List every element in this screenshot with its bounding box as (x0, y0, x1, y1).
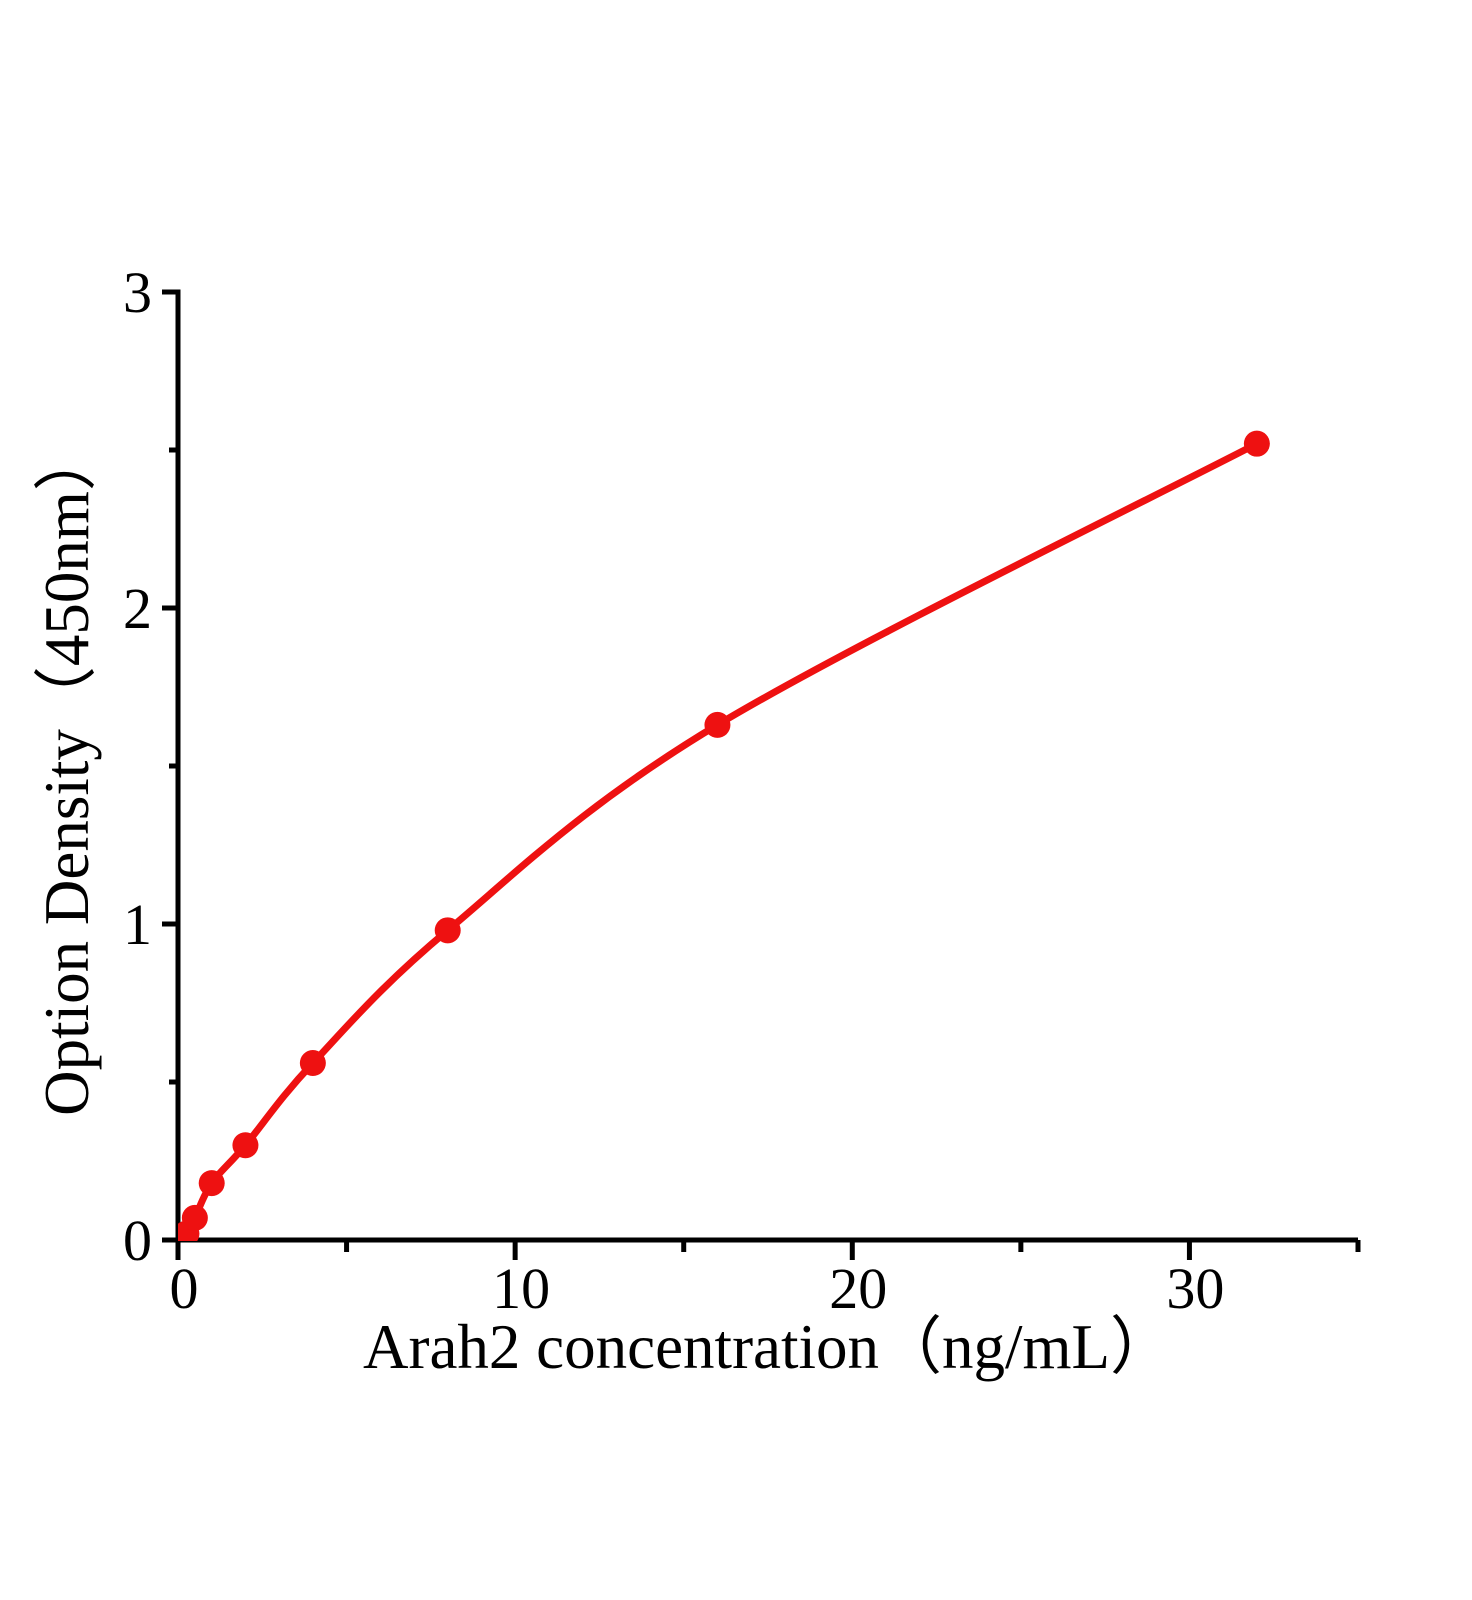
x-axis-title: Arah2 concentration（ng/mL） (363, 1312, 1173, 1382)
data-points (178, 430, 1270, 1241)
x-tick-label: 20 (829, 1256, 887, 1321)
y-tick-label: 2 (123, 576, 152, 641)
x-tick-label: 10 (492, 1256, 550, 1321)
y-axis-title: Option Density（450nm） (32, 428, 102, 1116)
data-point (434, 917, 461, 944)
axis-tick-labels: 0 10 20 30 0 1 2 3 (123, 260, 1224, 1321)
axis-spines (175, 289, 1358, 1243)
x-tick-label: 0 (170, 1256, 199, 1321)
data-point (1243, 430, 1270, 457)
data-point (198, 1170, 225, 1197)
data-layer (178, 430, 1270, 1241)
y-tick-label: 1 (123, 892, 152, 957)
data-point (232, 1132, 259, 1159)
data-point (299, 1050, 326, 1077)
data-point (181, 1204, 208, 1231)
standard-curve-line (182, 440, 1261, 1238)
data-point (704, 711, 731, 738)
axis-ticks (162, 289, 1361, 1260)
y-tick-label: 0 (123, 1208, 152, 1273)
x-tick-label: 30 (1166, 1256, 1224, 1321)
y-tick-label: 3 (123, 260, 152, 325)
